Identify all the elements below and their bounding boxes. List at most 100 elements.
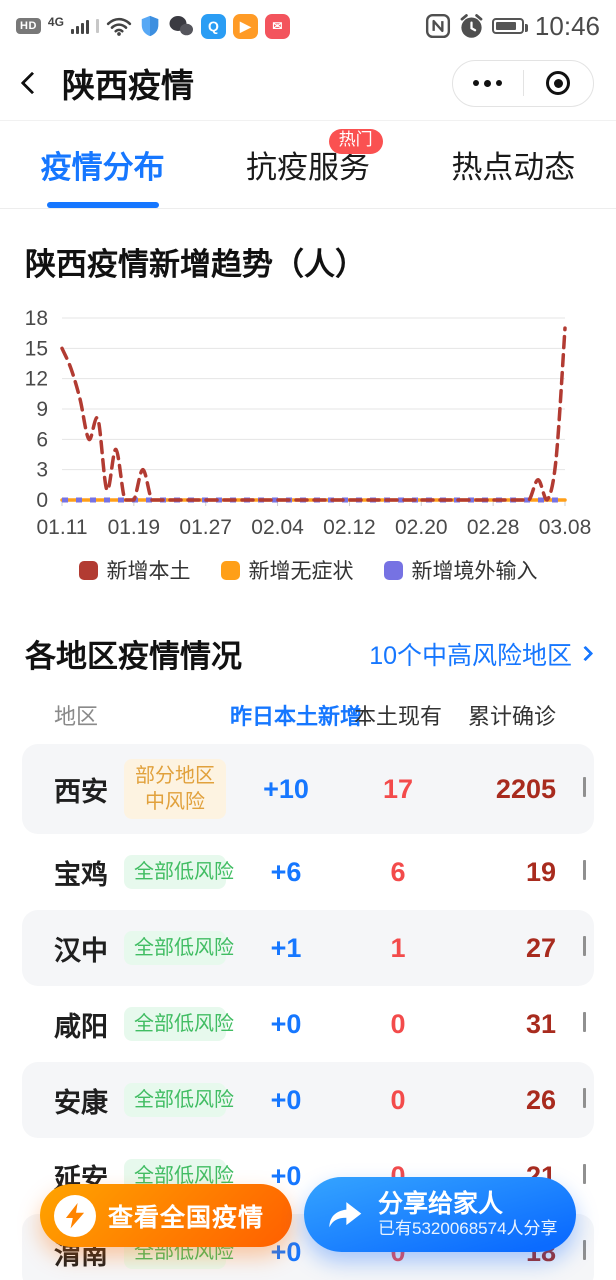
svg-text:02.28: 02.28 <box>467 516 520 539</box>
back-button[interactable] <box>20 71 44 95</box>
current-local-value: 17 <box>382 773 414 804</box>
signal-bars-icon <box>70 19 89 34</box>
search-app-icon: Q <box>200 13 226 39</box>
wechat-icon <box>169 16 193 36</box>
status-left-icons: HD 4G Q ▶ ✉ <box>16 13 290 39</box>
svg-text:3: 3 <box>36 459 48 482</box>
svg-text:0: 0 <box>36 489 48 512</box>
svg-text:02.12: 02.12 <box>323 516 376 539</box>
share-to-family-button[interactable]: 分享给家人 已有5320068574人分享 <box>304 1177 576 1252</box>
tab-2[interactable]: 热点动态 <box>411 121 616 208</box>
legend-label: 新增境外输入 <box>411 560 538 583</box>
table-header-row: 地区 昨日本土新增 本土现有 累计确诊 <box>22 686 594 744</box>
tab-bar: 疫情分布 抗疫服务 热门 热点动态 <box>0 121 616 209</box>
active-tab-underline <box>46 202 159 208</box>
svg-text:03.08: 03.08 <box>539 516 592 539</box>
view-national-epidemic-button[interactable]: 查看全国疫情 <box>40 1184 292 1247</box>
sim2-signal-icon <box>95 19 99 33</box>
table-row-汉中[interactable]: 汉中 全部低风险 +1 1 27 <box>22 910 594 986</box>
tab-0[interactable]: 疫情分布 <box>0 121 205 208</box>
table-row-安康[interactable]: 安康 全部低风险 +0 0 26 <box>22 1062 594 1138</box>
column-header-0: 地区 <box>54 704 99 729</box>
status-bar: HD 4G Q ▶ ✉ <box>0 0 616 46</box>
region-name: 西安 <box>54 776 108 807</box>
lightning-icon <box>54 1194 96 1237</box>
app-header: 陕西疫情 <box>0 46 616 121</box>
4g-label: 4G <box>47 15 64 29</box>
high-risk-areas-link[interactable]: 10个中高风险地区 <box>369 636 594 672</box>
current-local-value: 1 <box>390 932 406 963</box>
share-count-label: 已有5320068574人分享 <box>378 1219 558 1239</box>
row-chevron-icon <box>583 1088 586 1109</box>
battery-icon <box>491 18 528 34</box>
chevron-right-icon <box>577 645 594 662</box>
current-local-value: 6 <box>390 856 406 887</box>
total-confirmed-value: 19 <box>525 856 556 887</box>
region-section-header: 各地区疫情情况 10个中高风险地区 <box>25 631 594 676</box>
tab-1[interactable]: 抗疫服务 热门 <box>205 121 410 208</box>
new-local-value: +0 <box>270 1008 302 1039</box>
row-chevron-icon <box>583 860 586 881</box>
new-local-value: +0 <box>270 1160 302 1191</box>
red-app-icon: ✉ <box>264 13 290 39</box>
total-confirmed-value: 27 <box>525 932 556 963</box>
svg-text:01.11: 01.11 <box>37 516 88 539</box>
tab-label: 热点动态 <box>451 150 576 185</box>
legend-label: 新增无症状 <box>248 560 354 583</box>
svg-text:9: 9 <box>36 398 48 421</box>
svg-text:6: 6 <box>36 428 48 451</box>
total-confirmed-value: 31 <box>525 1008 556 1039</box>
legend-item[interactable]: 新增本土 <box>78 555 191 585</box>
svg-text:02.20: 02.20 <box>395 516 448 539</box>
row-chevron-icon <box>583 777 586 798</box>
new-local-value: +6 <box>270 856 302 887</box>
chart-legend: 新增本土 新增无症状 新增境外输入 <box>0 555 616 585</box>
svg-text:12: 12 <box>25 368 48 391</box>
miniprogram-capsule <box>452 59 594 107</box>
hot-badge: 热门 <box>328 129 383 154</box>
share-arrow-icon <box>329 1201 362 1227</box>
risk-badge: 全部低风险 <box>124 1007 234 1041</box>
column-header-3: 累计确诊 <box>467 704 556 729</box>
capsule-divider <box>522 70 524 96</box>
hd-badge: HD <box>16 18 41 34</box>
svg-text:01.27: 01.27 <box>179 516 232 539</box>
risk-badge: 全部低风险 <box>124 855 234 889</box>
line-chart-canvas: 0 3 6 9 12 15 18 01.11 01.19 01.27 02.04 02.12 02.20… <box>25 307 592 539</box>
share-button-text: 分享给家人 已有5320068574人分享 <box>378 1189 558 1239</box>
circle-dot-icon <box>546 71 571 95</box>
row-chevron-icon <box>583 1012 586 1033</box>
row-chevron-icon <box>583 1240 586 1261</box>
risk-badge: 全部低风险 <box>124 931 234 965</box>
chart-title: 陕西疫情新增趋势（人） <box>25 247 366 282</box>
table-row-宝鸡[interactable]: 宝鸡 全部低风险 +6 6 19 <box>22 834 594 910</box>
column-header-1[interactable]: 昨日本土新增 <box>230 704 363 729</box>
table-row-咸阳[interactable]: 咸阳 全部低风险 +0 0 31 <box>22 986 594 1062</box>
row-chevron-icon <box>583 1164 586 1185</box>
page-title: 陕西疫情 <box>62 67 194 104</box>
share-button-label: 分享给家人 <box>378 1190 504 1219</box>
alarm-icon <box>460 13 483 38</box>
wifi-icon <box>106 17 132 36</box>
total-confirmed-value: 26 <box>525 1084 556 1115</box>
column-header-2: 本土现有 <box>353 704 442 729</box>
svg-text:02.04: 02.04 <box>251 516 304 539</box>
ellipsis-icon <box>473 79 503 87</box>
new-local-value: +10 <box>263 773 309 804</box>
close-minimize-button[interactable] <box>524 71 594 95</box>
new-local-value: +1 <box>270 932 302 963</box>
shield-icon <box>141 15 159 37</box>
region-name: 宝鸡 <box>54 859 108 890</box>
more-menu-button[interactable] <box>453 79 523 87</box>
legend-item[interactable]: 新增境外输入 <box>383 555 538 585</box>
region-name: 汉中 <box>54 935 108 966</box>
link-label: 10个中高风险地区 <box>369 641 572 670</box>
risk-badge: 全部低风险 <box>124 1083 234 1117</box>
risk-badge: 部分地区中风险 <box>124 759 226 819</box>
region-name: 安康 <box>54 1087 108 1118</box>
legend-swatch <box>220 560 240 580</box>
new-local-value: +0 <box>270 1084 302 1115</box>
legend-item[interactable]: 新增无症状 <box>220 555 354 585</box>
current-local-value: 0 <box>390 1008 406 1039</box>
table-row-西安[interactable]: 西安 部分地区中风险 +10 17 2205 <box>22 744 594 834</box>
